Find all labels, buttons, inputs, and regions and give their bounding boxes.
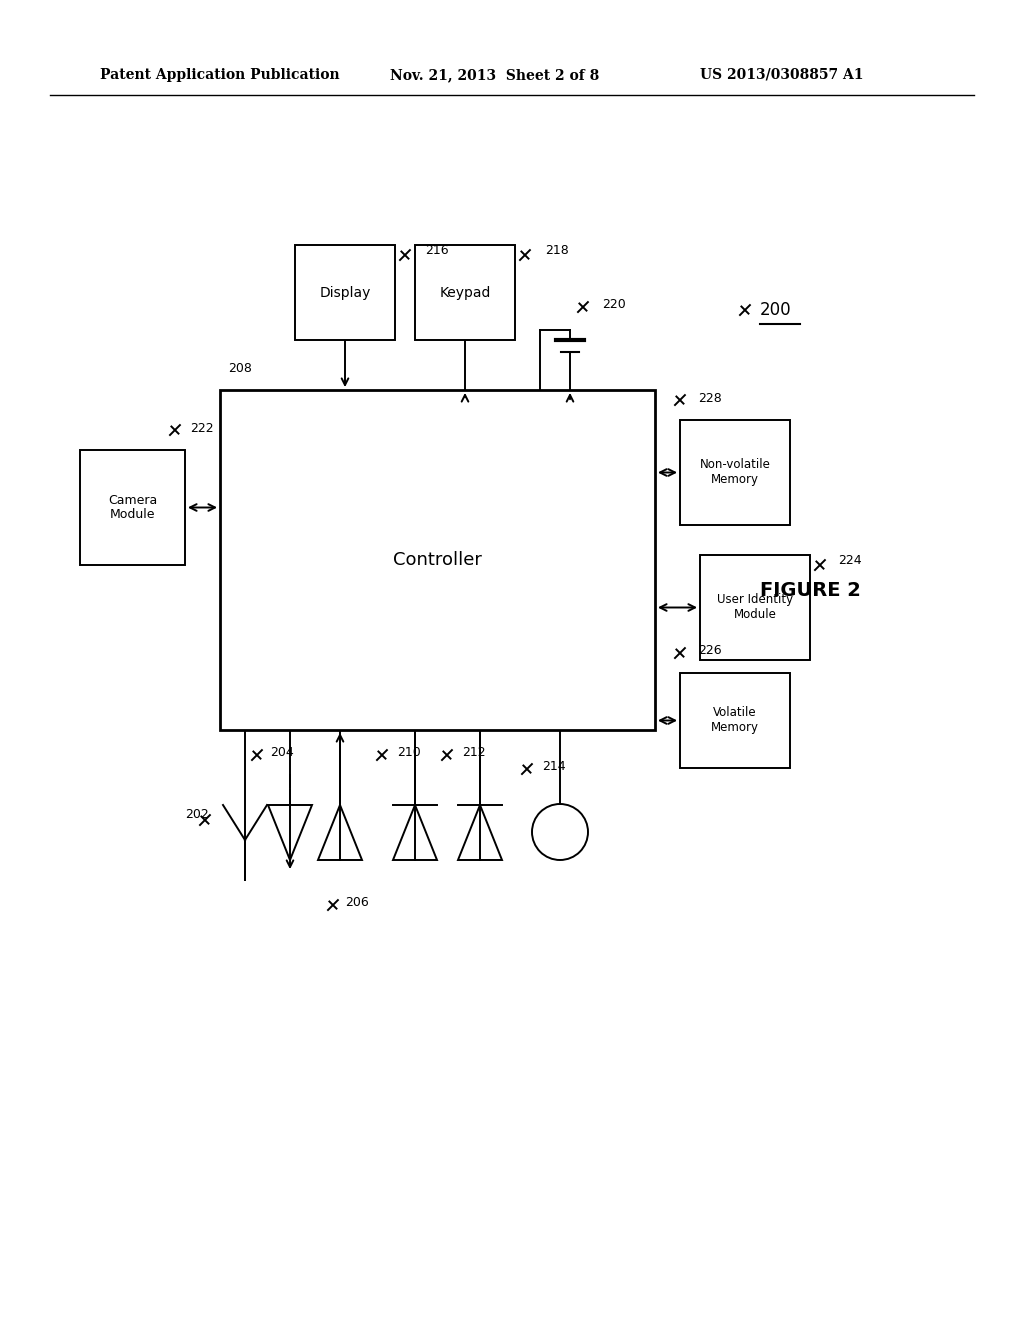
Text: Non-volatile
Memory: Non-volatile Memory xyxy=(699,458,770,487)
Bar xyxy=(415,246,515,341)
Text: 222: 222 xyxy=(190,421,214,434)
Text: 214: 214 xyxy=(542,759,565,772)
Text: 228: 228 xyxy=(698,392,722,404)
Text: 226: 226 xyxy=(698,644,722,657)
Text: 220: 220 xyxy=(602,298,626,312)
Text: 210: 210 xyxy=(397,747,421,759)
Text: FIGURE 2: FIGURE 2 xyxy=(760,581,861,599)
Text: 208: 208 xyxy=(228,362,252,375)
Text: US 2013/0308857 A1: US 2013/0308857 A1 xyxy=(700,69,863,82)
Text: 218: 218 xyxy=(545,243,568,256)
Text: Patent Application Publication: Patent Application Publication xyxy=(100,69,340,82)
Text: Camera
Module: Camera Module xyxy=(108,494,157,521)
Bar xyxy=(700,554,810,660)
Text: User Identity
Module: User Identity Module xyxy=(717,594,793,622)
Bar xyxy=(220,389,655,730)
Bar xyxy=(680,420,790,525)
Bar xyxy=(295,246,395,341)
Text: 212: 212 xyxy=(462,747,485,759)
Bar xyxy=(80,450,185,565)
Text: Volatile
Memory: Volatile Memory xyxy=(711,706,759,734)
Bar xyxy=(680,673,790,768)
Text: 204: 204 xyxy=(270,747,294,759)
Text: 206: 206 xyxy=(345,895,369,908)
Text: Display: Display xyxy=(319,285,371,300)
Text: Controller: Controller xyxy=(393,550,482,569)
Text: 224: 224 xyxy=(838,553,861,566)
Text: 202: 202 xyxy=(185,808,209,821)
Text: 200: 200 xyxy=(760,301,792,319)
Text: 216: 216 xyxy=(425,243,449,256)
Text: Nov. 21, 2013  Sheet 2 of 8: Nov. 21, 2013 Sheet 2 of 8 xyxy=(390,69,599,82)
Text: Keypad: Keypad xyxy=(439,285,490,300)
